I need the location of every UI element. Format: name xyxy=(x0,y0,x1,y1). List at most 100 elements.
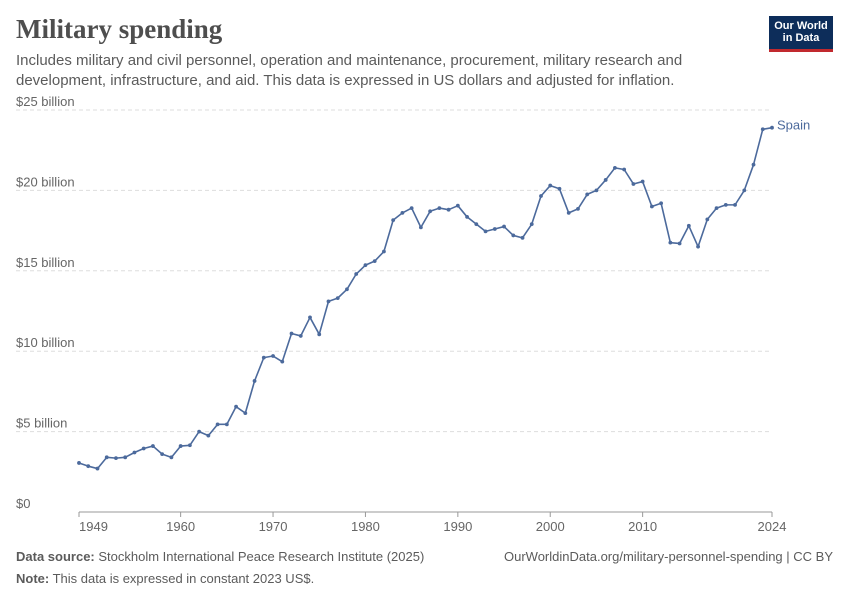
data-point[interactable] xyxy=(206,433,211,438)
data-point[interactable] xyxy=(502,224,506,229)
y-tick-label: $25 billion xyxy=(16,94,75,109)
data-source-label: Data source: xyxy=(16,549,95,564)
data-point[interactable] xyxy=(363,263,368,268)
data-point[interactable] xyxy=(169,455,174,460)
data-point[interactable] xyxy=(187,443,192,448)
data-point[interactable] xyxy=(742,188,747,193)
data-point[interactable] xyxy=(594,188,599,193)
data-point[interactable] xyxy=(151,444,155,448)
data-point[interactable] xyxy=(197,429,202,434)
source-url-link[interactable]: OurWorldinData.org/military-personnel-sp… xyxy=(504,549,833,564)
grid-layer xyxy=(16,109,772,433)
data-point[interactable] xyxy=(132,450,137,455)
chart-subtitle: Includes military and civil personnel, o… xyxy=(16,52,683,89)
data-point[interactable] xyxy=(77,461,81,465)
data-point[interactable] xyxy=(529,222,534,227)
data-point[interactable] xyxy=(252,379,257,383)
data-point[interactable] xyxy=(770,125,774,130)
data-point[interactable] xyxy=(723,202,728,207)
data-point[interactable] xyxy=(696,244,700,249)
data-point[interactable] xyxy=(474,222,479,227)
data-point[interactable] xyxy=(261,355,266,360)
data-point[interactable] xyxy=(437,206,442,210)
data-point[interactable] xyxy=(114,456,118,461)
data-point[interactable] xyxy=(141,446,146,451)
data-point[interactable] xyxy=(335,296,340,301)
data-point[interactable] xyxy=(123,455,128,460)
data-point[interactable] xyxy=(455,203,460,208)
data-point[interactable] xyxy=(178,444,183,448)
data-point[interactable] xyxy=(677,241,682,246)
data-point[interactable] xyxy=(215,422,220,427)
data-point[interactable] xyxy=(418,225,423,230)
data-point[interactable] xyxy=(400,211,405,215)
data-point[interactable] xyxy=(95,466,100,471)
data-point[interactable] xyxy=(317,332,322,337)
data-point[interactable] xyxy=(483,229,488,234)
data-point[interactable] xyxy=(686,223,691,228)
data-point[interactable] xyxy=(631,182,636,186)
data-point[interactable] xyxy=(280,359,285,364)
data-source-text[interactable]: Stockholm International Peace Research I… xyxy=(98,549,425,564)
data-point[interactable] xyxy=(520,235,525,240)
data-point[interactable] xyxy=(585,192,590,197)
data-point[interactable] xyxy=(733,202,737,207)
data-point[interactable] xyxy=(409,206,414,210)
x-tick-label: 2010 xyxy=(628,519,657,534)
data-point[interactable] xyxy=(428,209,433,214)
data-point[interactable] xyxy=(104,455,109,460)
logo-line-1: Our World xyxy=(774,20,828,32)
data-source: Data source: Stockholm International Pea… xyxy=(16,549,424,564)
data-point[interactable] xyxy=(289,331,294,336)
data-point[interactable] xyxy=(271,354,275,358)
data-point[interactable] xyxy=(446,207,451,212)
data-point[interactable] xyxy=(668,240,673,245)
data-point[interactable] xyxy=(86,464,91,469)
data-point[interactable] xyxy=(243,411,248,416)
data-point[interactable] xyxy=(576,206,580,211)
data-point[interactable] xyxy=(308,315,312,320)
data-point[interactable] xyxy=(511,233,516,238)
series-line[interactable] xyxy=(78,126,773,470)
owid-logo[interactable]: Our World in Data xyxy=(769,16,833,52)
data-point[interactable] xyxy=(372,259,377,264)
y-tick-label: $20 billion xyxy=(16,174,75,189)
data-point[interactable] xyxy=(566,211,571,215)
data-point[interactable] xyxy=(391,218,396,223)
data-point[interactable] xyxy=(234,404,238,409)
data-point[interactable] xyxy=(160,452,165,457)
data-point[interactable] xyxy=(659,201,664,206)
data-point[interactable] xyxy=(649,204,654,209)
data-point[interactable] xyxy=(613,165,617,170)
series-label[interactable]: Spain xyxy=(777,118,810,133)
x-tick-label: 1949 xyxy=(79,519,108,534)
data-point[interactable] xyxy=(224,422,229,427)
axis-layer: $0 $5 billion $10 billion $15 billion $20 bi… xyxy=(16,94,786,534)
data-point[interactable] xyxy=(326,299,331,304)
x-tick-label: 2000 xyxy=(536,519,565,534)
note-text: This data is expressed in constant 2023 … xyxy=(52,571,315,586)
data-point[interactable] xyxy=(345,287,349,292)
note-label: Note: xyxy=(16,571,50,586)
data-point[interactable] xyxy=(539,194,543,198)
chart-note: Note: This data is expressed in constant… xyxy=(16,571,314,586)
x-tick-label: 1980 xyxy=(351,519,380,534)
data-point[interactable] xyxy=(760,127,765,132)
data-point[interactable] xyxy=(354,272,359,276)
data-point[interactable] xyxy=(640,179,645,184)
data-point[interactable] xyxy=(298,334,303,338)
data-point[interactable] xyxy=(705,217,710,222)
data-point[interactable] xyxy=(622,167,627,172)
data-point[interactable] xyxy=(465,215,469,219)
y-tick-label: $0 xyxy=(16,496,30,511)
data-point[interactable] xyxy=(492,227,497,231)
y-tick-label: $5 billion xyxy=(16,416,67,431)
data-point[interactable] xyxy=(751,162,756,167)
data-point[interactable] xyxy=(557,186,562,191)
data-point[interactable] xyxy=(548,183,553,188)
x-tick-label: 1960 xyxy=(166,519,195,534)
data-point[interactable] xyxy=(382,249,386,254)
data-point[interactable] xyxy=(603,178,608,182)
data-point[interactable] xyxy=(714,206,719,210)
